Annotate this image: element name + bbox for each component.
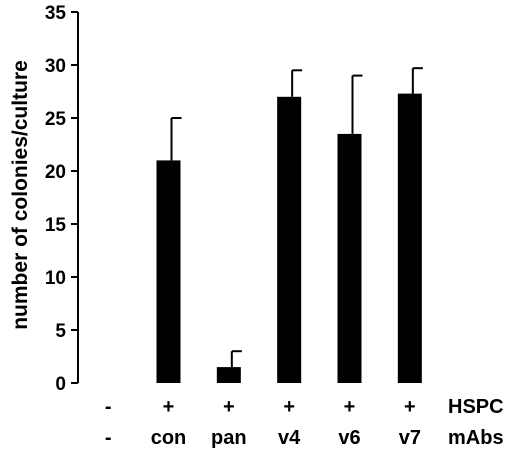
hspc-label: + [404,396,416,418]
hspc-label: + [223,396,235,418]
y-tick-label: 0 [55,374,66,395]
bar [397,93,422,384]
bar [277,96,302,384]
hspc-label: + [163,396,175,418]
y-tick-label: 20 [45,162,66,183]
y-tick-label: 10 [45,268,66,289]
bar [156,160,181,383]
mab-label: - [105,427,112,449]
category-labels: - - + con + pan + v4 + v6 + v7 [105,396,421,449]
error-bars [170,67,423,368]
bar [216,367,241,383]
mab-label: v7 [399,427,421,449]
row-labels: HSPC mAbs [448,396,504,449]
bar [337,133,362,383]
y-tick-label: 35 [45,3,67,24]
hspc-label: + [344,396,356,418]
mab-label: v6 [338,427,360,449]
row-label-hspc: HSPC [448,396,504,418]
mab-label: pan [211,427,247,449]
y-axis: 0 5 10 15 20 25 30 35 [45,3,79,395]
bars [156,93,422,384]
y-tick-label: 30 [45,56,66,77]
mab-label: v4 [278,427,301,449]
y-tick-label: 15 [45,215,67,236]
hspc-label: - [105,396,112,418]
mab-label: con [151,427,187,449]
y-tick-label: 5 [55,321,66,342]
y-tick-label: 25 [45,109,67,130]
y-axis-title: number of colonies/culture [9,60,32,330]
row-label-mabs: mAbs [448,427,504,449]
hspc-label: + [283,396,295,418]
